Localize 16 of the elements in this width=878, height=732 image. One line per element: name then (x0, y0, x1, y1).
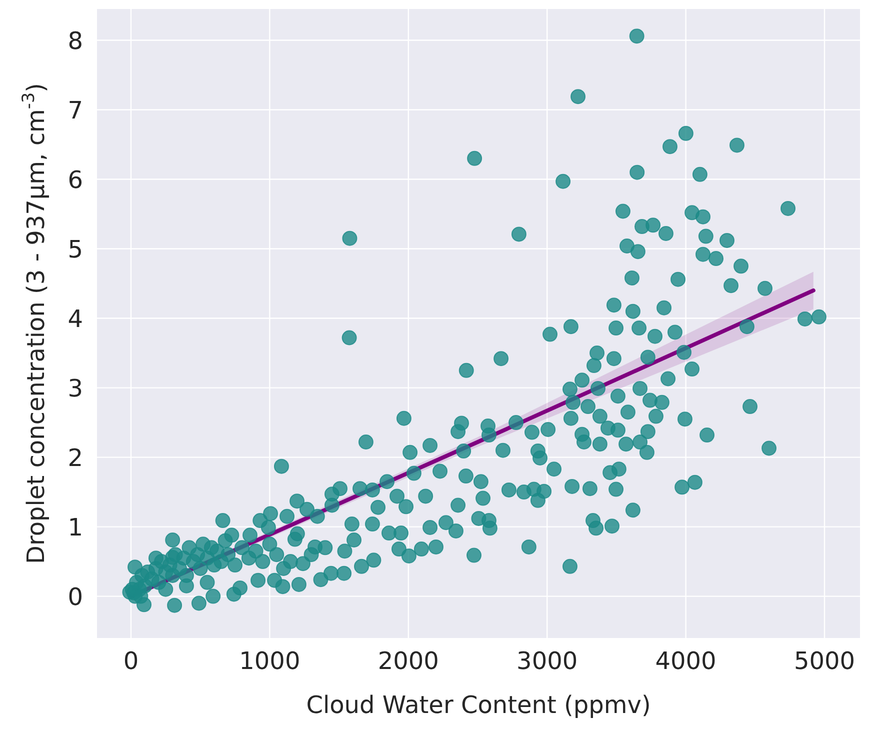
y-tick-label: 1 (68, 513, 83, 542)
y-tick-label: 0 (68, 582, 83, 611)
y-tick-label: 6 (68, 166, 83, 194)
x-tick-label: 2000 (378, 647, 439, 676)
y-tick-label: 3 (68, 374, 83, 402)
y-tick-label: 2 (68, 444, 83, 472)
y-tick-label: 5 (68, 235, 83, 264)
x-tick-label: 1000 (239, 647, 300, 676)
x-tick-label: 4000 (655, 647, 716, 676)
y-tick-label: 7 (68, 96, 83, 124)
x-tick-label: 3000 (516, 647, 578, 676)
y-tick-label: 8 (68, 26, 83, 55)
y-tick-label: 4 (68, 304, 83, 333)
x-tick-label: 0 (123, 647, 139, 676)
x-tick-label: 5000 (794, 647, 856, 676)
x-axis-title: Cloud Water Content (ppmv) (306, 691, 651, 719)
